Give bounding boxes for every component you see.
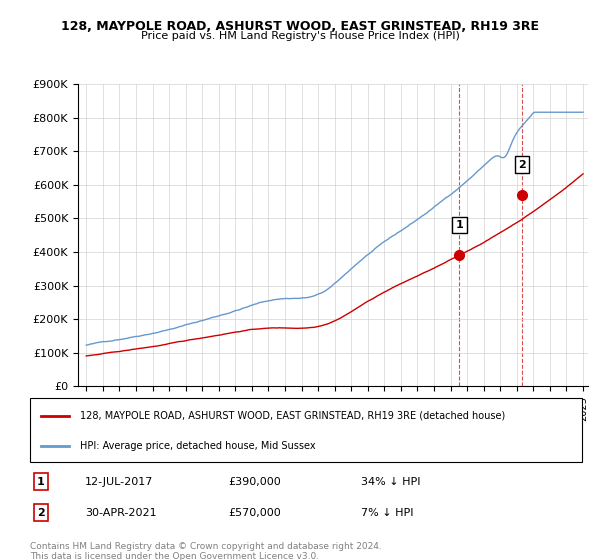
- Text: £390,000: £390,000: [229, 477, 281, 487]
- Text: 34% ↓ HPI: 34% ↓ HPI: [361, 477, 421, 487]
- Text: 128, MAYPOLE ROAD, ASHURST WOOD, EAST GRINSTEAD, RH19 3RE: 128, MAYPOLE ROAD, ASHURST WOOD, EAST GR…: [61, 20, 539, 32]
- Text: 128, MAYPOLE ROAD, ASHURST WOOD, EAST GRINSTEAD, RH19 3RE (detached house): 128, MAYPOLE ROAD, ASHURST WOOD, EAST GR…: [80, 410, 505, 421]
- Text: £570,000: £570,000: [229, 508, 281, 517]
- Text: 7% ↓ HPI: 7% ↓ HPI: [361, 508, 414, 517]
- Text: Contains HM Land Registry data © Crown copyright and database right 2024.
This d: Contains HM Land Registry data © Crown c…: [30, 542, 382, 560]
- Text: 30-APR-2021: 30-APR-2021: [85, 508, 157, 517]
- Text: HPI: Average price, detached house, Mid Sussex: HPI: Average price, detached house, Mid …: [80, 441, 316, 451]
- Text: 2: 2: [518, 160, 526, 170]
- Text: 1: 1: [455, 220, 463, 230]
- Text: 1: 1: [37, 477, 45, 487]
- FancyBboxPatch shape: [30, 398, 582, 462]
- Text: 2: 2: [37, 508, 45, 517]
- Text: 12-JUL-2017: 12-JUL-2017: [85, 477, 154, 487]
- Text: Price paid vs. HM Land Registry's House Price Index (HPI): Price paid vs. HM Land Registry's House …: [140, 31, 460, 41]
